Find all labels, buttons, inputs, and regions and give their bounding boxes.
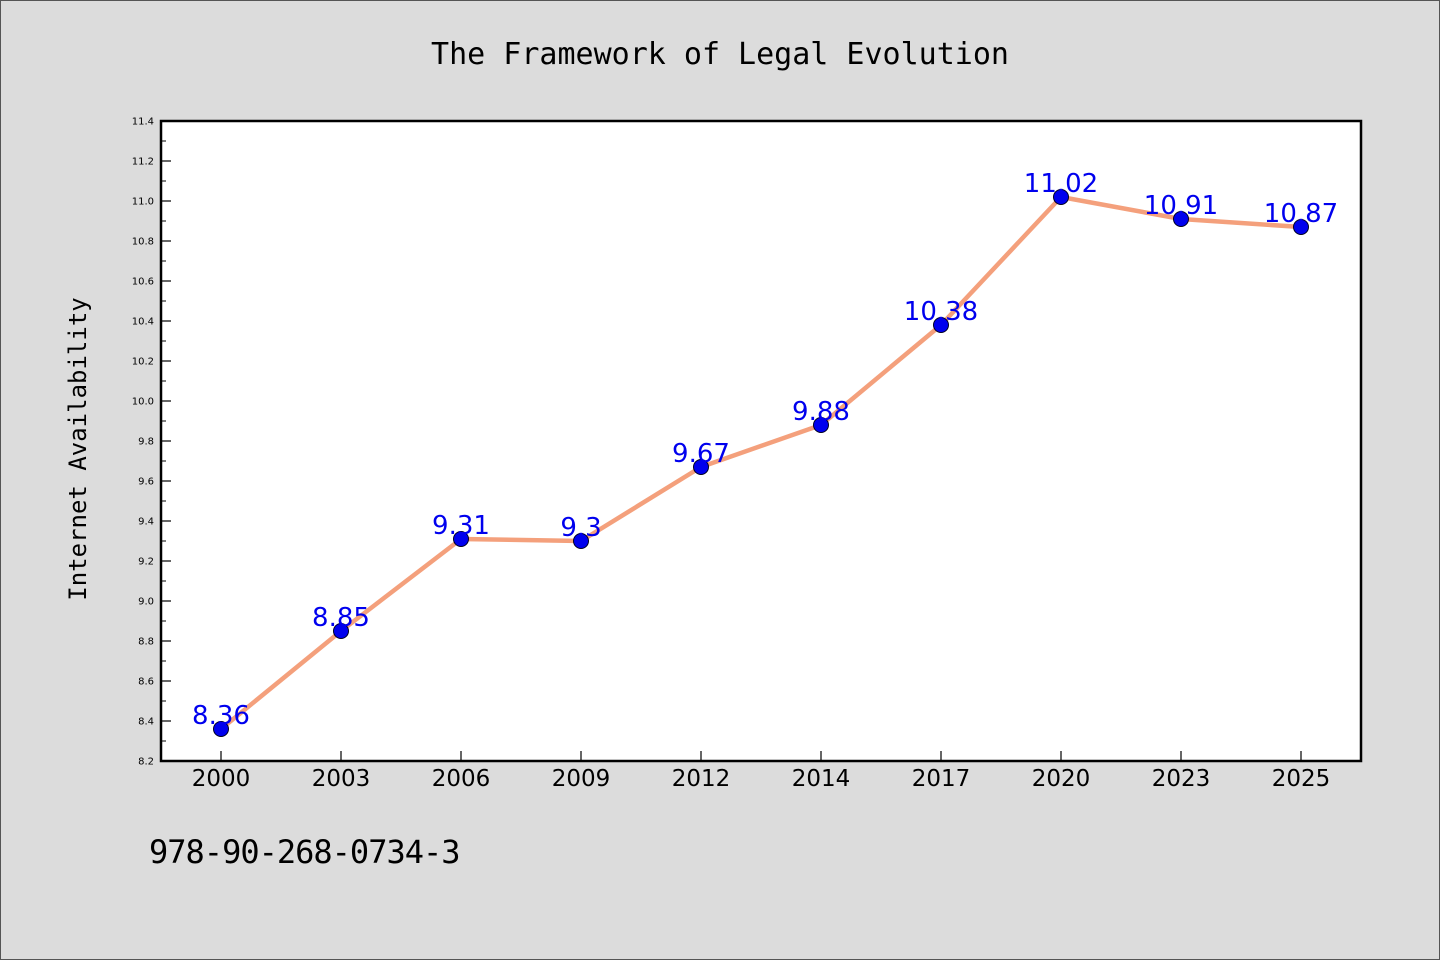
- x-tick-label: 2009: [552, 766, 611, 792]
- x-tick-label: 2025: [1272, 766, 1331, 792]
- y-tick-label: 11.0: [132, 197, 154, 208]
- isbn-caption: 978-90-268-0734-3: [149, 833, 461, 871]
- data-label: 10.87: [1264, 199, 1338, 229]
- series-line: [219, 194, 1302, 731]
- y-tick-label: 10.8: [132, 237, 154, 248]
- data-point: [213, 721, 229, 737]
- y-tick-label: 9.0: [138, 597, 154, 608]
- y-tick-label: 8.2: [138, 757, 154, 768]
- data-point: [1053, 189, 1069, 205]
- y-tick-label: 10.4: [132, 317, 154, 328]
- y-tick-label: 9.4: [138, 517, 154, 528]
- x-tick-label: 2020: [1032, 766, 1091, 792]
- data-point: [1293, 219, 1309, 235]
- data-label: 10.91: [1144, 191, 1218, 221]
- data-label: 8.85: [312, 603, 370, 633]
- x-tick-label: 2023: [1152, 766, 1211, 792]
- chart-title: The Framework of Legal Evolution: [431, 37, 1009, 72]
- x-tick-label: 2012: [672, 766, 731, 792]
- y-tick-label: 11.4: [132, 117, 154, 128]
- y-tick-label: 9.2: [138, 557, 154, 568]
- y-tick-label: 10.2: [132, 357, 154, 368]
- y-axis-label: Internet Availability: [64, 297, 92, 600]
- data-label: 8.36: [192, 701, 250, 731]
- x-tick-label: 2003: [312, 766, 371, 792]
- y-tick-label: 8.4: [138, 717, 154, 728]
- x-axis: 2000 2003 2006 2009 2012 2014 2017 2020 2023 2025: [192, 751, 1331, 792]
- data-label: 9.88: [792, 397, 850, 427]
- y-tick-label: 8.6: [138, 677, 154, 688]
- data-label: 9.3: [560, 513, 601, 543]
- data-label: 11.02: [1024, 169, 1098, 199]
- data-point: [1173, 211, 1189, 227]
- data-point: [813, 417, 829, 433]
- data-point: [333, 623, 349, 639]
- x-tick-label: 2000: [192, 766, 251, 792]
- data-point: [573, 533, 589, 549]
- data-label: 9.31: [432, 511, 490, 541]
- data-point: [453, 531, 469, 547]
- data-point: [933, 317, 949, 333]
- x-tick-label: 2014: [792, 766, 851, 792]
- data-label: 10.38: [904, 297, 978, 327]
- data-point: [693, 459, 709, 475]
- y-tick-label: 9.6: [138, 477, 154, 488]
- y-tick-label: 9.8: [138, 437, 154, 448]
- series-layer: 8.36 8.85 9.31 9.3 9.67 9.88 10.38 11.02 10.91 10…: [192, 169, 1338, 737]
- y-tick-label: 11.2: [132, 157, 154, 168]
- x-tick-label: 2006: [432, 766, 491, 792]
- plot-area: [159, 119, 1363, 763]
- y-tick-label: 10.0: [132, 397, 154, 408]
- y-tick-label: 8.8: [138, 637, 154, 648]
- y-axis: 8.2 8.4 8.6 8.8 9.0 9.2 9.4 9.6 9.8 10.0 10.2 10.4 1…: [132, 117, 171, 768]
- y-tick-label: 10.6: [132, 277, 154, 288]
- x-tick-label: 2017: [912, 766, 971, 792]
- data-label: 9.67: [672, 439, 730, 469]
